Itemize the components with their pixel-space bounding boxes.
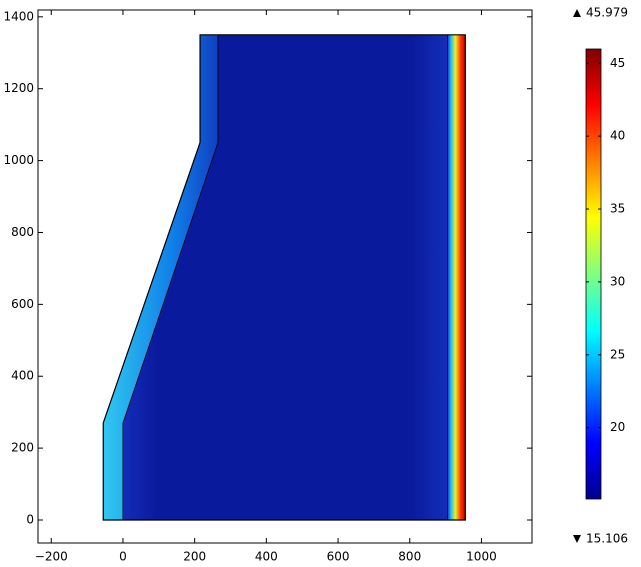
- x-tick-label: 800: [398, 550, 421, 564]
- min-marker: [573, 535, 581, 543]
- colorbar-tick-label: 20: [610, 420, 625, 434]
- plot-area: [102, 34, 466, 521]
- y-tick-label: 600: [11, 297, 34, 311]
- domain-fill: [103, 34, 466, 520]
- colorbar-tick-label: 25: [610, 347, 625, 361]
- min-label: 15.106: [586, 532, 628, 546]
- x-tick-label: 0: [119, 550, 127, 564]
- right-strip: [447, 34, 466, 520]
- y-tick-label: 0: [26, 512, 34, 526]
- domain-outline: [102, 34, 466, 521]
- colorbar-tick-label: 30: [610, 274, 625, 288]
- y-tick-label: 200: [11, 441, 34, 455]
- inner-boundary: [122, 34, 219, 520]
- x-tick-label: −200: [35, 550, 68, 564]
- axes-frame: [37, 9, 533, 544]
- x-tick-label: 400: [255, 550, 278, 564]
- colorbar-tick-label: 45: [610, 56, 625, 70]
- x-tick-label: 1000: [466, 550, 497, 564]
- y-tick-label: 1000: [3, 153, 34, 167]
- max-label: 45.979: [586, 6, 628, 20]
- colorbar-tick-label: 40: [610, 129, 625, 143]
- y-tick-label: 1200: [3, 81, 34, 95]
- colorbar: [585, 48, 602, 500]
- left-strip: [103, 34, 218, 520]
- x-tick-label: 200: [183, 550, 206, 564]
- colorbar-tick-label: 35: [610, 202, 625, 216]
- y-tick-label: 800: [11, 225, 34, 239]
- x-tick-label: 600: [327, 550, 350, 564]
- y-tick-label: 1400: [3, 9, 34, 23]
- max-marker: [573, 9, 581, 17]
- y-tick-label: 400: [11, 369, 34, 383]
